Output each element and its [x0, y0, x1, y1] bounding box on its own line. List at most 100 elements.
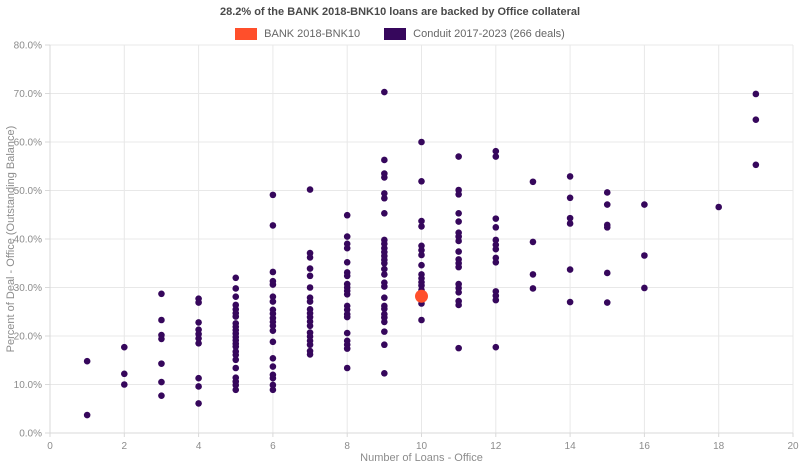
conduit-data-point: [343, 244, 351, 252]
conduit-data-point: [752, 116, 760, 123]
conduit-data-point: [232, 313, 240, 320]
conduit-data-point: [381, 305, 388, 313]
conduit-data-point: [492, 258, 500, 266]
conduit-data-point: [269, 374, 277, 382]
conduit-data-point: [455, 263, 462, 271]
conduit-data-point: [306, 254, 314, 261]
conduit-data-point: [603, 201, 611, 208]
conduit-data-point: [492, 224, 500, 231]
conduit-data-point: [195, 299, 202, 306]
conduit-data-point: [195, 383, 202, 390]
y-tick-label: 0.0%: [19, 429, 42, 440]
conduit-data-point: [381, 265, 388, 273]
conduit-data-point: [269, 338, 277, 346]
conduit-data-point: [269, 386, 277, 394]
conduit-data-point: [641, 252, 648, 259]
conduit-data-point: [752, 161, 760, 169]
y-tick-label: 50.0%: [14, 186, 42, 197]
conduit-data-point: [306, 186, 314, 193]
conduit-data-point: [306, 298, 314, 305]
conduit-data-point: [566, 194, 574, 202]
conduit-data-point: [455, 237, 462, 245]
conduit-data-point: [232, 293, 240, 301]
conduit-data-point: [269, 363, 277, 370]
conduit-data-point: [455, 218, 462, 225]
conduit-data-point: [195, 319, 202, 326]
conduit-data-point: [195, 374, 202, 382]
conduit-data-point: [269, 191, 277, 199]
conduit-data-point: [381, 341, 388, 349]
conduit-data-point: [492, 245, 500, 253]
conduit-data-point: [492, 343, 500, 351]
conduit-data-point: [455, 153, 462, 160]
conduit-data-point: [381, 259, 388, 267]
conduit-data-point: [195, 335, 202, 342]
conduit-series-swatch: [384, 28, 407, 40]
conduit-data-point: [343, 313, 351, 321]
conduit-data-point: [529, 238, 537, 246]
conduit-data-point: [343, 290, 351, 298]
conduit-data-point: [158, 392, 165, 399]
x-tick-label: 14: [565, 441, 577, 452]
y-tick-label: 30.0%: [14, 283, 42, 294]
y-axis-title: Percent of Deal - Office (Outstanding Ba…: [5, 126, 17, 353]
conduit-data-point: [455, 344, 462, 352]
conduit-data-point: [381, 271, 388, 278]
x-tick-label: 8: [344, 441, 350, 452]
legend-item-conduit: Conduit 2017-2023 (266 deals): [384, 28, 565, 40]
conduit-data-point: [492, 215, 500, 222]
conduit-data-point: [269, 281, 277, 288]
conduit-data-point: [343, 258, 351, 266]
conduit-data-point: [306, 265, 314, 272]
conduit-data-point: [566, 220, 574, 227]
conduit-data-point: [381, 370, 388, 377]
x-tick-label: 2: [122, 441, 128, 452]
conduit-data-point: [381, 190, 388, 197]
conduit-data-point: [158, 360, 165, 367]
conduit-data-point: [343, 233, 351, 240]
conduit-data-point: [566, 173, 574, 180]
conduit-data-point: [381, 174, 388, 181]
conduit-data-point: [566, 214, 574, 222]
conduit-data-point: [418, 217, 425, 225]
conduit-data-point: [492, 153, 500, 160]
conduit-data-point: [83, 411, 91, 419]
conduit-data-point: [195, 400, 202, 407]
conduit-data-point: [455, 191, 462, 198]
conduit-data-point: [455, 248, 462, 255]
conduit-data-point: [381, 318, 388, 326]
conduit-data-point: [418, 223, 425, 230]
conduit-data-point: [381, 194, 388, 202]
conduit-data-point: [121, 370, 128, 378]
conduit-data-point: [269, 298, 277, 305]
conduit-data-point: [381, 88, 388, 96]
conduit-data-point: [455, 209, 462, 217]
conduit-data-point: [343, 272, 351, 280]
conduit-data-point: [381, 209, 388, 217]
conduit-data-point: [121, 343, 128, 351]
x-tick-label: 18: [713, 441, 725, 452]
y-tick-label: 70.0%: [14, 89, 42, 100]
conduit-data-point: [232, 356, 240, 364]
chart-title: 28.2% of the BANK 2018-BNK10 loans are b…: [219, 6, 581, 18]
legend-item-bank: BANK 2018-BNK10: [235, 28, 360, 40]
conduit-data-point: [343, 345, 351, 352]
conduit-data-point: [603, 299, 611, 306]
y-tick-label: 40.0%: [14, 235, 42, 246]
conduit-data-point: [418, 138, 425, 146]
conduit-data-point: [232, 381, 240, 389]
conduit-data-point: [529, 285, 537, 292]
conduit-data-point: [158, 316, 165, 324]
conduit-data-point: [455, 301, 462, 309]
conduit-data-point: [455, 289, 462, 296]
conduit-data-point: [381, 294, 388, 301]
conduit-data-point: [418, 251, 425, 259]
conduit-data-point: [603, 269, 611, 277]
x-tick-label: 0: [47, 441, 53, 452]
conduit-data-point: [343, 364, 351, 372]
bank-series-swatch: [235, 28, 258, 40]
conduit-data-point: [492, 296, 500, 304]
conduit-data-point: [418, 261, 425, 269]
x-tick-label: 12: [490, 441, 502, 452]
